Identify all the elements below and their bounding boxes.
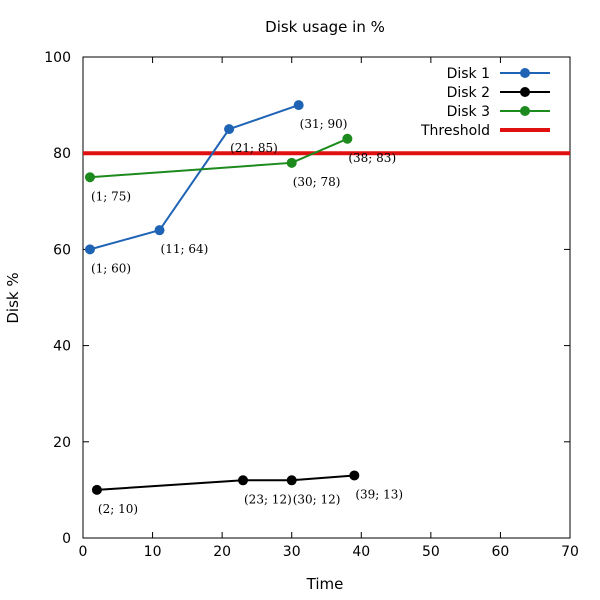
x-tick-label: 70 xyxy=(561,544,579,560)
data-label: (30; 12) xyxy=(293,492,341,506)
plot-area: 0 10 20 30 40 50 60 70 0 20 40 60 80 100 (1; 60) (11; 6… xyxy=(44,50,579,560)
data-label: (30; 78) xyxy=(293,175,341,189)
legend-label: Threshold xyxy=(420,123,490,139)
y-tick-label: 40 xyxy=(53,339,71,355)
legend-marker xyxy=(520,106,530,116)
x-axis-label: Time xyxy=(306,575,344,593)
x-tick-label: 10 xyxy=(144,544,162,560)
data-label: (11; 64) xyxy=(161,242,209,256)
y-tick-label: 0 xyxy=(62,531,71,547)
x-tick-label: 0 xyxy=(79,544,88,560)
data-point xyxy=(342,133,353,144)
x-tick-label: 50 xyxy=(422,544,440,560)
data-point xyxy=(286,157,297,168)
data-point xyxy=(91,484,102,495)
data-label: (1; 75) xyxy=(91,189,131,203)
data-label: (38; 83) xyxy=(348,151,396,165)
data-point xyxy=(84,172,95,183)
y-axis-label: Disk % xyxy=(4,272,22,323)
y-tick-label: 60 xyxy=(53,242,71,258)
data-point xyxy=(224,124,235,135)
x-tick-label: 60 xyxy=(492,544,510,560)
data-label: (1; 60) xyxy=(91,261,131,275)
series-line-2 xyxy=(96,474,355,491)
legend-marker xyxy=(520,87,530,97)
data-point xyxy=(349,470,360,481)
y-tick-label: 100 xyxy=(44,50,71,66)
x-tick-label: 30 xyxy=(283,544,301,560)
y-tick-label: 20 xyxy=(53,435,71,451)
y-tick-label: 80 xyxy=(53,146,71,162)
data-point xyxy=(293,100,304,111)
legend-marker xyxy=(520,68,530,78)
data-label: (39; 13) xyxy=(355,487,403,501)
legend-label: Disk 1 xyxy=(447,66,490,82)
legend-label: Disk 2 xyxy=(447,85,490,101)
x-tick-label: 40 xyxy=(352,544,370,560)
data-label: (21; 85) xyxy=(230,141,278,155)
data-point xyxy=(238,475,249,486)
data-point xyxy=(84,244,95,255)
legend: Disk 1 Disk 2 Disk 3 Threshold xyxy=(420,66,550,139)
data-point xyxy=(154,225,165,236)
data-point xyxy=(286,475,297,486)
legend-label: Disk 3 xyxy=(447,104,490,120)
chart-title: Disk usage in % xyxy=(265,18,385,36)
x-tick-label: 20 xyxy=(213,544,231,560)
data-label: (2; 10) xyxy=(98,502,138,516)
data-label: (31; 90) xyxy=(300,117,348,131)
plot-frame xyxy=(82,56,571,539)
data-label: (23; 12) xyxy=(244,492,292,506)
series-line-1 xyxy=(89,104,299,251)
